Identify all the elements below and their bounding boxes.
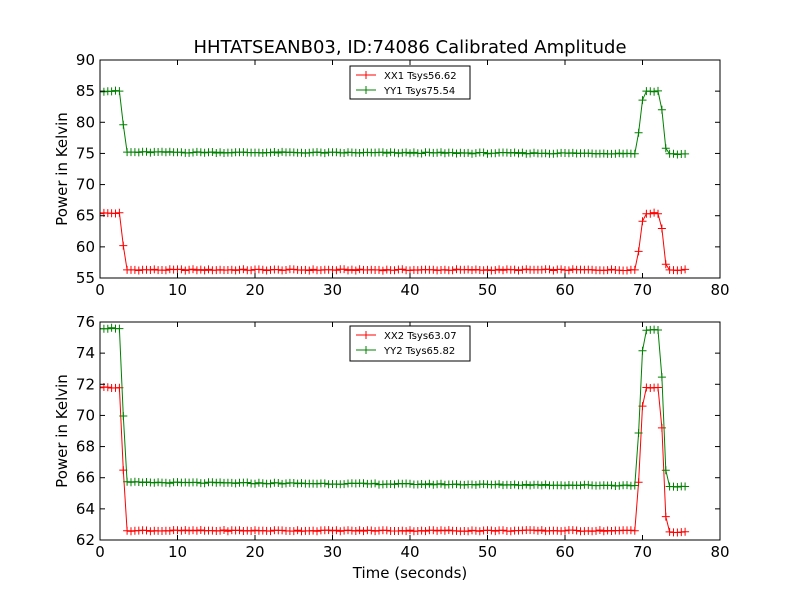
- y-tick-label: 75: [76, 144, 95, 162]
- y-tick-label: 76: [76, 313, 95, 331]
- series-line: [100, 212, 686, 272]
- y-tick-label: 74: [76, 344, 95, 362]
- y-axis-label: Power in Kelvin: [53, 374, 71, 488]
- x-tick-label: 80: [710, 543, 729, 561]
- series-markers: [100, 383, 690, 537]
- chart-title: HHTATSEANB03, ID:74086 Calibrated Amplit…: [193, 37, 626, 58]
- y-tick-label: 72: [76, 375, 95, 393]
- legend-entry: XX1 Tsys56.62: [384, 71, 457, 82]
- x-tick-label: 50: [478, 281, 497, 299]
- upper-plot: 0 10 20 30 40 50 60 70 80 55 60 65 70 75 80 85 90 Power i…: [53, 51, 730, 299]
- y-tick-label: 55: [76, 269, 95, 287]
- legend-entry: YY2 Tsys65.82: [383, 346, 455, 357]
- y-tick-label: 68: [76, 438, 95, 456]
- x-tick-label: 30: [323, 281, 342, 299]
- series-markers: [100, 86, 690, 159]
- x-tick-label: 30: [323, 543, 342, 561]
- y-tick-label: 60: [76, 238, 95, 256]
- y-tick-label: 70: [76, 406, 95, 424]
- lower-plot: 0 10 20 30 40 50 60 70 80 62 64 66 68 70 72 74 76 Power i…: [53, 313, 730, 561]
- y-axis-label: Power in Kelvin: [53, 112, 71, 226]
- x-tick-label: 70: [633, 543, 652, 561]
- x-tick-label: 40: [400, 543, 419, 561]
- legend: XX1 Tsys56.62 YY1 Tsys75.54: [349, 65, 471, 100]
- x-tick-label: 40: [400, 281, 419, 299]
- x-tick-label: 10: [168, 543, 187, 561]
- legend: XX2 Tsys63.07 YY2 Tsys65.82: [349, 325, 471, 362]
- y-tick-label: 85: [76, 82, 95, 100]
- y-tick-label: 70: [76, 176, 95, 194]
- x-tick-label: 60: [555, 281, 574, 299]
- x-tick-label: 70: [633, 281, 652, 299]
- series-line: [100, 90, 686, 156]
- x-tick-label: 10: [168, 281, 187, 299]
- y-tick-label: 65: [76, 207, 95, 225]
- x-tick-label: 20: [245, 281, 264, 299]
- x-tick-label: 60: [555, 543, 574, 561]
- y-tick-label: 62: [76, 531, 95, 549]
- x-tick-label: 80: [710, 281, 729, 299]
- y-tick-label: 90: [76, 51, 95, 69]
- x-tick-label: 20: [245, 543, 264, 561]
- legend-entry: YY1 Tsys75.54: [383, 86, 455, 97]
- y-tick-label: 66: [76, 469, 95, 487]
- series-markers: [100, 323, 690, 491]
- y-tick-label: 64: [76, 500, 95, 518]
- x-tick-label: 50: [478, 543, 497, 561]
- series-markers: [100, 208, 690, 275]
- x-axis-label: Time (seconds): [352, 564, 468, 582]
- series-line: [100, 386, 686, 534]
- x-tick-label: 0: [95, 281, 105, 299]
- y-tick-label: 80: [76, 113, 95, 131]
- legend-entry: XX2 Tsys63.07: [384, 331, 457, 342]
- x-tick-label: 0: [95, 543, 105, 561]
